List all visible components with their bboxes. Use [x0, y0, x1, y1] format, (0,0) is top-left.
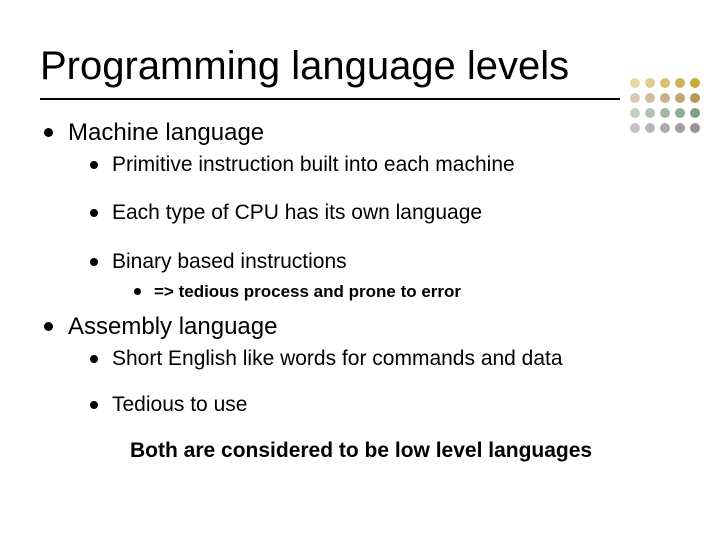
section-heading: Machine language — [68, 119, 264, 146]
dot-icon — [645, 93, 655, 103]
dot-icon — [690, 93, 700, 103]
list-item: Short English like words for commands an… — [86, 346, 680, 372]
title-rule — [40, 98, 620, 100]
content-list: Machine language Primitive instruction b… — [40, 118, 680, 419]
section-machine-language: Machine language Primitive instruction b… — [40, 118, 680, 302]
sub-items: => tedious process and prone to error — [130, 281, 680, 302]
list-item: Primitive instruction built into each ma… — [86, 152, 680, 178]
sub-item: => tedious process and prone to error — [130, 281, 680, 302]
dot-icon — [630, 93, 640, 103]
section-assembly-language: Assembly language Short English like wor… — [40, 312, 680, 419]
footer-note: Both are considered to be low level lang… — [130, 439, 680, 463]
item-text: Tedious to use — [112, 393, 247, 416]
item-text: Short English like words for commands an… — [112, 347, 563, 370]
list-item: Tedious to use — [86, 392, 680, 418]
section-items: Primitive instruction built into each ma… — [86, 152, 680, 302]
dot-icon — [630, 78, 640, 88]
dot-icon — [690, 123, 700, 133]
dot-icon — [690, 78, 700, 88]
dot-icon — [675, 78, 685, 88]
dot-icon — [675, 93, 685, 103]
item-text: Primitive instruction built into each ma… — [112, 153, 515, 176]
slide-title: Programming language levels — [40, 44, 680, 88]
list-item: Binary based instructions => tedious pro… — [86, 249, 680, 303]
sub-item-text: => tedious process and prone to error — [154, 282, 461, 301]
dot-icon — [645, 108, 655, 118]
dot-icon — [675, 108, 685, 118]
dot-icon — [660, 108, 670, 118]
dot-icon — [690, 108, 700, 118]
slide: Programming language levels Machine lang… — [0, 0, 720, 540]
dot-icon — [660, 78, 670, 88]
list-item: Each type of CPU has its own language — [86, 200, 680, 226]
section-items: Short English like words for commands an… — [86, 346, 680, 419]
section-heading: Assembly language — [68, 313, 277, 340]
item-text: Binary based instructions — [112, 250, 347, 273]
dot-icon — [630, 108, 640, 118]
dot-icon — [660, 93, 670, 103]
item-text: Each type of CPU has its own language — [112, 201, 482, 224]
dot-icon — [645, 78, 655, 88]
